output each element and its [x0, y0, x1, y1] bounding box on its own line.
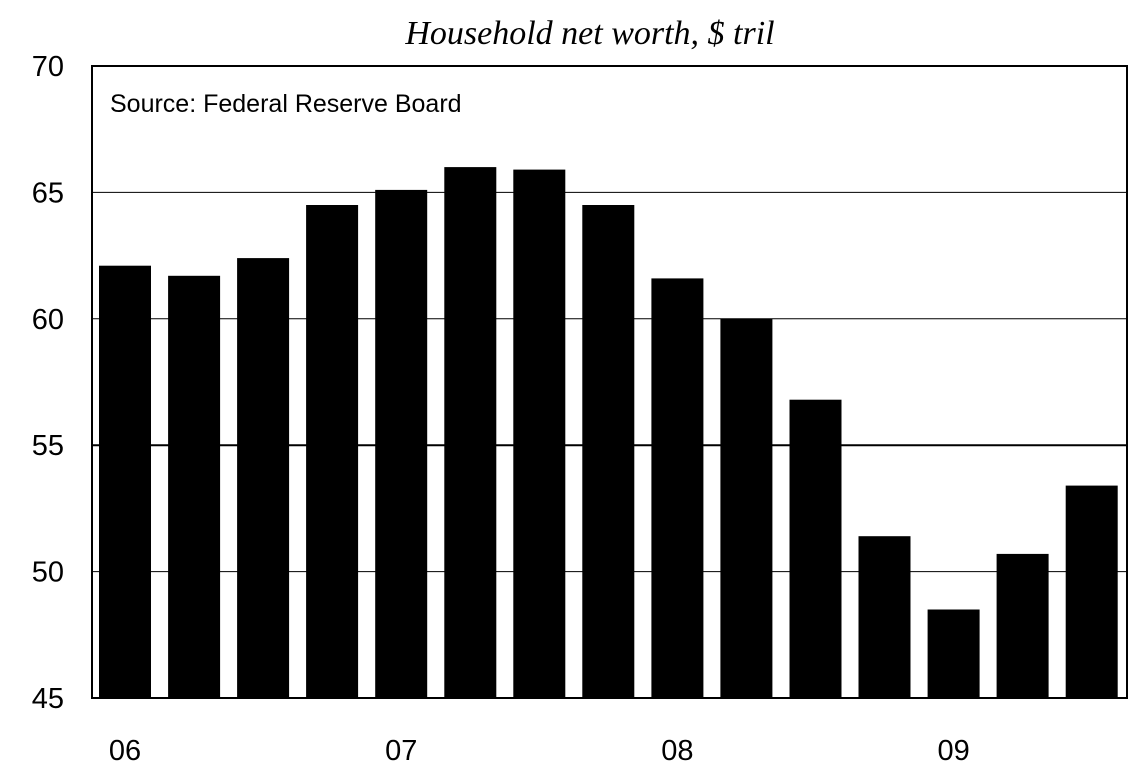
bar-11 [789, 399, 842, 698]
x-tick-label-09: 09 [937, 735, 969, 766]
x-axis-tick-labels: 06 07 08 09 [109, 735, 970, 767]
bars [99, 167, 1118, 699]
bar-2 [168, 275, 221, 698]
y-tick-label-50: 50 [32, 557, 64, 589]
bar-13 [927, 609, 980, 698]
bar-8 [582, 205, 635, 698]
x-tick-label-08: 08 [661, 735, 693, 766]
chart-title: Household net worth, $ tril [404, 15, 774, 52]
source-annotation: Source: Federal Reserve Board [110, 90, 462, 118]
y-tick-label-45: 45 [32, 683, 64, 715]
y-axis-tick-labels: 45 50 55 60 65 70 [32, 51, 64, 715]
bar-5 [375, 189, 428, 698]
bar-14 [996, 553, 1049, 698]
plot-frame [91, 65, 1128, 699]
x-tick-label-07: 07 [385, 735, 417, 766]
x-tick-label-06: 06 [109, 735, 141, 766]
bar-7 [513, 169, 566, 699]
bar-1 [99, 265, 151, 698]
bar-9 [651, 278, 704, 698]
y-tick-label-55: 55 [32, 430, 64, 462]
bar-6 [444, 167, 497, 699]
y-tick-label-70: 70 [32, 51, 64, 83]
bar-3 [237, 258, 290, 698]
bar-4 [306, 205, 359, 698]
y-tick-label-65: 65 [32, 177, 64, 209]
y-tick-label-60: 60 [32, 304, 64, 336]
bar-10 [720, 318, 773, 698]
bar-12 [858, 536, 911, 698]
bar-15 [1065, 485, 1118, 698]
